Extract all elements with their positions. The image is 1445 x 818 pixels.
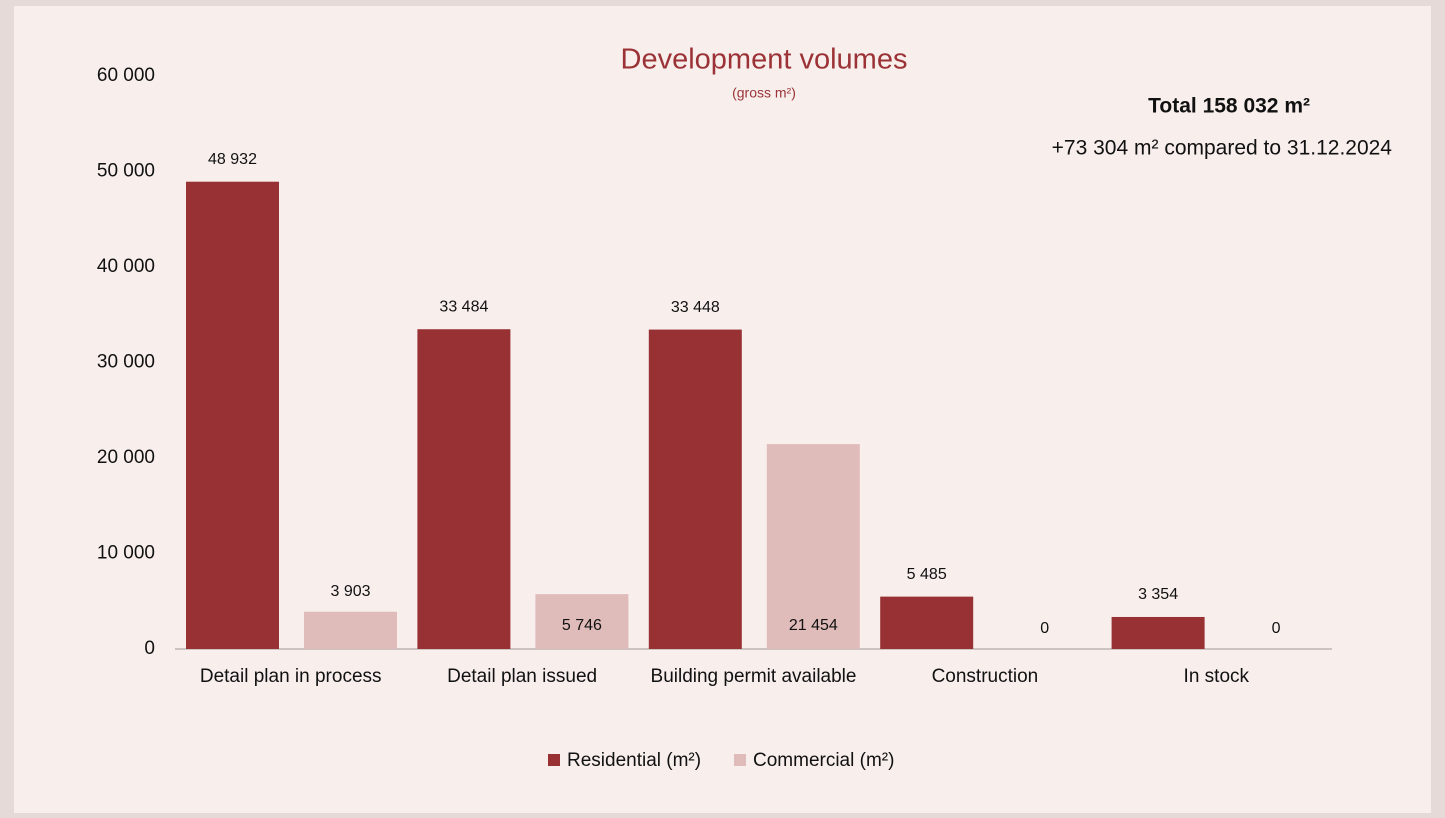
legend-label: Commercial (m²) xyxy=(753,750,894,771)
x-tick-label: Detail plan in process xyxy=(200,666,382,687)
y-tick-label: 40 000 xyxy=(97,256,155,277)
data-label: 21 454 xyxy=(789,617,838,634)
y-tick-label: 0 xyxy=(144,638,155,659)
chart-subtitle: (gross m²) xyxy=(732,85,796,101)
y-tick-label: 30 000 xyxy=(97,352,155,373)
chart-title: Development volumes xyxy=(621,44,908,76)
legend-label: Residential (m²) xyxy=(567,750,701,771)
data-label: 3 354 xyxy=(1138,586,1178,603)
bar xyxy=(535,594,629,649)
legend-swatch xyxy=(548,754,560,766)
bar xyxy=(417,329,511,649)
bar xyxy=(186,181,279,649)
y-tick-label: 20 000 xyxy=(97,447,155,468)
data-label: 48 932 xyxy=(208,151,257,168)
x-tick-label: Construction xyxy=(932,666,1039,687)
x-tick-label: In stock xyxy=(1184,666,1250,687)
y-tick-label: 10 000 xyxy=(97,543,155,564)
x-tick-label: Building permit available xyxy=(651,666,857,687)
data-label: 0 xyxy=(1272,620,1281,637)
bar xyxy=(304,611,397,649)
data-label: 33 448 xyxy=(671,299,720,316)
data-label: 3 903 xyxy=(330,583,370,600)
y-tick-label: 50 000 xyxy=(97,161,155,182)
bar xyxy=(880,596,974,649)
y-tick-label: 60 000 xyxy=(97,65,155,86)
data-label: 5 746 xyxy=(562,617,602,634)
x-tick-label: Detail plan issued xyxy=(447,666,597,687)
annotation: +73 304 m² compared to 31.12.2024 xyxy=(1052,137,1393,160)
data-label: 33 484 xyxy=(439,298,488,315)
bar xyxy=(1111,616,1205,649)
bar xyxy=(648,329,742,649)
data-label: 5 485 xyxy=(907,566,947,583)
legend-swatch xyxy=(734,754,746,766)
annotation: Total 158 032 m² xyxy=(1148,95,1310,118)
bar xyxy=(766,444,860,649)
data-label: 0 xyxy=(1040,620,1049,637)
